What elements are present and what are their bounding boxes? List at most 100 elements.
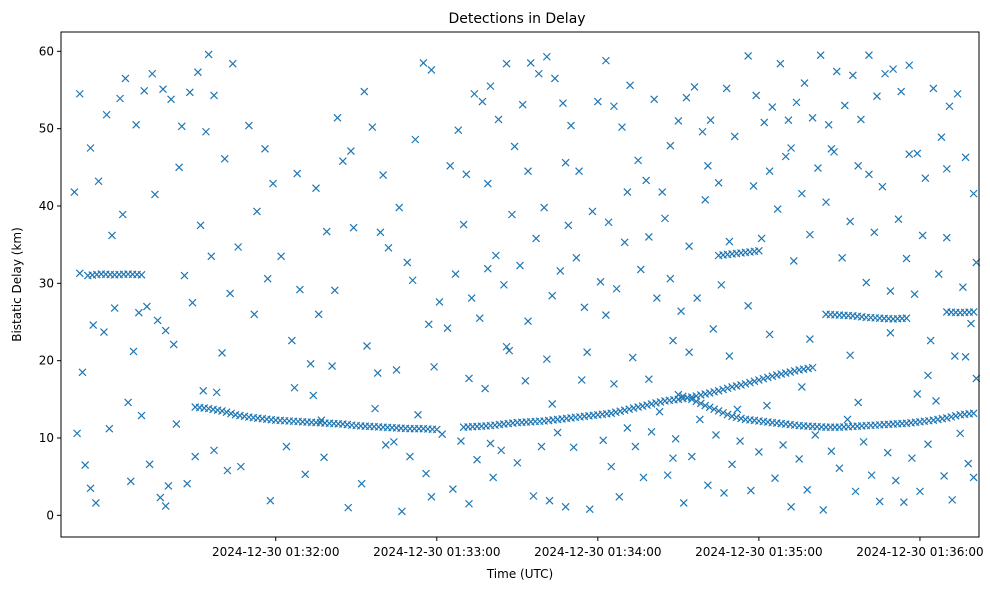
data-point [784, 116, 793, 125]
data-point [244, 121, 253, 130]
data-point [905, 61, 914, 70]
data-point [768, 103, 777, 111]
data-point [167, 95, 175, 104]
data-point [932, 396, 940, 405]
data-point [70, 188, 79, 197]
data-point [462, 170, 471, 179]
data-point [497, 446, 506, 455]
data-point [873, 92, 881, 101]
data-point [875, 497, 884, 506]
data-point [620, 238, 629, 247]
data-point [537, 442, 546, 451]
data-point [344, 503, 353, 512]
data-point [185, 88, 194, 97]
data-point [805, 230, 814, 239]
data-point [140, 86, 149, 95]
data-point [306, 359, 315, 368]
data-point [371, 404, 379, 413]
data-point [293, 169, 302, 178]
data-point [832, 67, 841, 76]
data-point [491, 251, 500, 260]
data-point [846, 351, 855, 360]
data-point [322, 227, 331, 236]
data-point [253, 207, 261, 216]
data-point [75, 269, 84, 278]
data-point [720, 488, 728, 497]
data-point [234, 243, 243, 251]
data-point [414, 410, 422, 419]
data-point [816, 51, 825, 60]
plot-frame [60, 31, 980, 538]
data-point [969, 409, 978, 418]
data-point [695, 415, 704, 424]
data-point [164, 482, 173, 490]
data-point [666, 274, 675, 283]
data-point [384, 243, 393, 252]
data-point [454, 126, 463, 135]
data-point [191, 452, 200, 461]
data-point [658, 188, 667, 197]
y-tick-label: 10 [39, 431, 54, 445]
data-point [481, 384, 490, 393]
data-point [524, 317, 532, 326]
data-point [177, 122, 186, 131]
data-point [730, 132, 739, 141]
data-point [773, 205, 782, 214]
data-point [518, 100, 527, 109]
data-point [145, 460, 154, 469]
data-point [521, 376, 530, 385]
data-point [787, 502, 796, 511]
data-point [779, 441, 787, 449]
data-point [661, 214, 669, 223]
data-point [218, 349, 226, 357]
data-point [548, 291, 557, 300]
data-point [851, 487, 860, 496]
data-point [723, 410, 732, 419]
data-point [746, 486, 755, 495]
data-point [897, 87, 906, 96]
data-point [124, 398, 133, 407]
data-point [687, 395, 696, 404]
data-point [263, 274, 272, 283]
y-tick-label: 60 [39, 44, 54, 58]
data-point [478, 97, 487, 106]
data-point [644, 375, 653, 384]
data-point [969, 473, 978, 482]
data-point [692, 397, 701, 406]
data-point [575, 167, 583, 176]
data-point [744, 52, 753, 60]
data-point [175, 163, 184, 172]
data-point [862, 278, 871, 287]
data-point [282, 442, 291, 451]
data-point [907, 454, 916, 463]
data-point [330, 286, 339, 295]
data-point [723, 384, 732, 393]
data-point [623, 188, 632, 197]
data-point [236, 462, 245, 471]
data-point [746, 378, 754, 387]
data-point [73, 429, 82, 438]
data-point [516, 261, 524, 270]
data-point [805, 335, 814, 343]
data-point [502, 59, 511, 68]
data-point [883, 448, 892, 457]
data-point [379, 171, 388, 179]
data-point [690, 82, 699, 91]
data-point [559, 99, 567, 108]
data-point [865, 170, 873, 179]
data-point [261, 144, 269, 153]
data-point [671, 434, 680, 443]
y-tick-label: 20 [39, 354, 54, 368]
data-point [202, 127, 210, 136]
data-point [156, 493, 165, 502]
data-point [596, 277, 605, 286]
data-point [599, 436, 608, 445]
data-point [623, 424, 632, 432]
data-point [610, 379, 618, 388]
data-point [529, 492, 538, 500]
data-point [583, 348, 592, 357]
data-point [86, 484, 95, 493]
data-point [126, 477, 135, 486]
data-point [561, 502, 570, 511]
data-point [577, 376, 586, 384]
